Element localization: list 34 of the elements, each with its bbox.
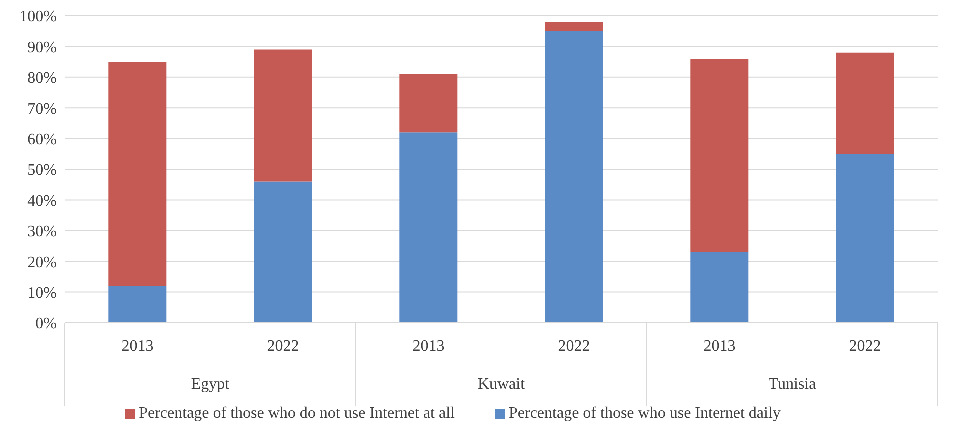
bar bbox=[108, 62, 167, 286]
bar bbox=[690, 58, 749, 252]
legend-label: Percentage of those who use Internet daily bbox=[509, 405, 781, 422]
bar bbox=[545, 31, 604, 323]
y-tick-label: 30% bbox=[28, 224, 57, 241]
y-tick-label: 40% bbox=[28, 192, 57, 210]
y-tick-label: 90% bbox=[28, 39, 57, 56]
bar bbox=[400, 132, 458, 323]
bar bbox=[254, 50, 312, 182]
y-tick-label: 20% bbox=[28, 254, 57, 272]
bar bbox=[545, 22, 604, 32]
y-tick-label: 50% bbox=[28, 162, 57, 180]
x-tick-label: 2013 bbox=[412, 338, 445, 355]
y-tick-label: 80% bbox=[28, 70, 57, 88]
legend-label: Percentage of those who do not use Internet at all bbox=[139, 405, 455, 422]
x-tick-label: 2022 bbox=[849, 338, 882, 355]
x-tick-label: 2013 bbox=[122, 338, 154, 355]
bar bbox=[254, 182, 312, 323]
bar bbox=[836, 52, 894, 154]
y-tick-label: 70% bbox=[28, 100, 57, 118]
x-tick-label: 2013 bbox=[704, 338, 736, 355]
bar bbox=[836, 154, 894, 323]
y-tick-label: 0% bbox=[36, 316, 57, 333]
y-tick-label: 10% bbox=[28, 284, 57, 302]
text: Kuwait bbox=[478, 376, 526, 393]
bar bbox=[108, 286, 167, 323]
x-tick-label: 2022 bbox=[267, 338, 300, 355]
text: Tunisia bbox=[768, 376, 816, 393]
bar bbox=[400, 74, 458, 133]
y-tick-label: 60% bbox=[28, 131, 57, 148]
x-tick-label: 2022 bbox=[558, 338, 590, 355]
text: Egypt bbox=[191, 376, 230, 393]
y-tick-label: 100% bbox=[20, 8, 57, 26]
bar bbox=[690, 252, 749, 323]
